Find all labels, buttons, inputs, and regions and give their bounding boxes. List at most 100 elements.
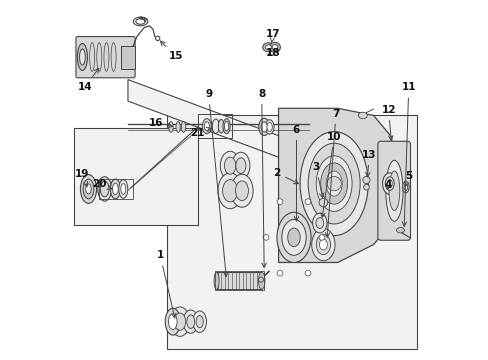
Ellipse shape — [196, 316, 203, 328]
Ellipse shape — [276, 212, 310, 262]
Ellipse shape — [402, 181, 408, 193]
Ellipse shape — [264, 120, 274, 134]
Ellipse shape — [258, 118, 269, 135]
Bar — [215, 272, 262, 289]
Ellipse shape — [230, 174, 253, 207]
Ellipse shape — [168, 314, 177, 329]
Bar — [121, 45, 135, 69]
Circle shape — [258, 277, 263, 282]
Ellipse shape — [385, 160, 402, 221]
Text: 10: 10 — [320, 132, 341, 217]
Ellipse shape — [358, 112, 366, 119]
Ellipse shape — [271, 44, 277, 50]
Ellipse shape — [181, 122, 185, 132]
Text: 1: 1 — [156, 250, 176, 318]
Circle shape — [319, 198, 327, 207]
Ellipse shape — [224, 157, 235, 174]
Ellipse shape — [386, 180, 391, 188]
Ellipse shape — [312, 213, 326, 233]
Ellipse shape — [80, 175, 96, 203]
Text: 6: 6 — [292, 125, 300, 221]
Ellipse shape — [320, 163, 347, 204]
Ellipse shape — [311, 228, 334, 261]
Ellipse shape — [325, 171, 342, 196]
Ellipse shape — [192, 311, 206, 332]
Ellipse shape — [119, 180, 127, 198]
Bar — [99, 179, 133, 199]
Ellipse shape — [83, 179, 94, 199]
Ellipse shape — [235, 158, 245, 174]
Circle shape — [319, 234, 324, 240]
Text: 14: 14 — [78, 68, 99, 92]
Ellipse shape — [111, 42, 116, 71]
Ellipse shape — [316, 234, 330, 255]
Ellipse shape — [98, 177, 111, 201]
Ellipse shape — [281, 220, 305, 255]
Text: 5: 5 — [404, 171, 411, 187]
Text: 19: 19 — [75, 168, 89, 186]
Ellipse shape — [222, 180, 237, 202]
Ellipse shape — [112, 183, 118, 195]
Ellipse shape — [165, 308, 180, 335]
Ellipse shape — [382, 173, 396, 194]
Bar — [74, 128, 198, 225]
Circle shape — [363, 184, 368, 190]
Ellipse shape — [218, 173, 242, 209]
Ellipse shape — [266, 122, 272, 131]
Ellipse shape — [265, 45, 271, 50]
Circle shape — [155, 36, 160, 41]
Ellipse shape — [97, 42, 102, 71]
Text: 3: 3 — [312, 162, 323, 198]
Circle shape — [305, 199, 310, 204]
Text: 9: 9 — [204, 89, 227, 276]
Ellipse shape — [315, 218, 323, 228]
Ellipse shape — [287, 228, 300, 247]
Text: 8: 8 — [258, 89, 266, 267]
Ellipse shape — [110, 179, 120, 199]
Ellipse shape — [104, 42, 109, 71]
Ellipse shape — [77, 44, 87, 71]
Text: 17: 17 — [265, 29, 280, 42]
FancyBboxPatch shape — [377, 141, 410, 240]
Ellipse shape — [224, 122, 228, 131]
Ellipse shape — [223, 119, 230, 134]
Ellipse shape — [316, 156, 351, 211]
Ellipse shape — [214, 272, 219, 289]
FancyBboxPatch shape — [76, 37, 135, 78]
Ellipse shape — [176, 122, 180, 132]
Ellipse shape — [89, 42, 94, 71]
Ellipse shape — [403, 184, 407, 190]
Ellipse shape — [85, 184, 91, 194]
Text: 12: 12 — [381, 105, 395, 140]
Bar — [215, 271, 263, 291]
Ellipse shape — [307, 143, 360, 224]
Ellipse shape — [204, 122, 209, 131]
Ellipse shape — [218, 120, 224, 133]
Text: 18: 18 — [265, 48, 280, 58]
Bar — [167, 116, 416, 348]
Circle shape — [326, 176, 341, 191]
Ellipse shape — [258, 272, 264, 289]
Ellipse shape — [121, 184, 125, 194]
Polygon shape — [128, 80, 310, 169]
Text: 7: 7 — [325, 109, 339, 237]
Circle shape — [277, 270, 282, 276]
Ellipse shape — [261, 122, 267, 132]
Ellipse shape — [385, 177, 393, 190]
Ellipse shape — [80, 49, 85, 65]
Ellipse shape — [262, 43, 274, 52]
Text: 15: 15 — [160, 41, 183, 61]
Circle shape — [305, 270, 310, 276]
Text: 11: 11 — [401, 82, 415, 226]
Ellipse shape — [396, 228, 404, 233]
Text: 21: 21 — [189, 127, 211, 138]
Ellipse shape — [174, 313, 185, 330]
Text: 2: 2 — [273, 168, 298, 184]
Ellipse shape — [220, 151, 240, 180]
Ellipse shape — [186, 315, 194, 328]
Ellipse shape — [300, 132, 367, 235]
Ellipse shape — [212, 119, 219, 134]
Circle shape — [263, 234, 268, 240]
Polygon shape — [278, 108, 394, 262]
Ellipse shape — [388, 171, 399, 211]
